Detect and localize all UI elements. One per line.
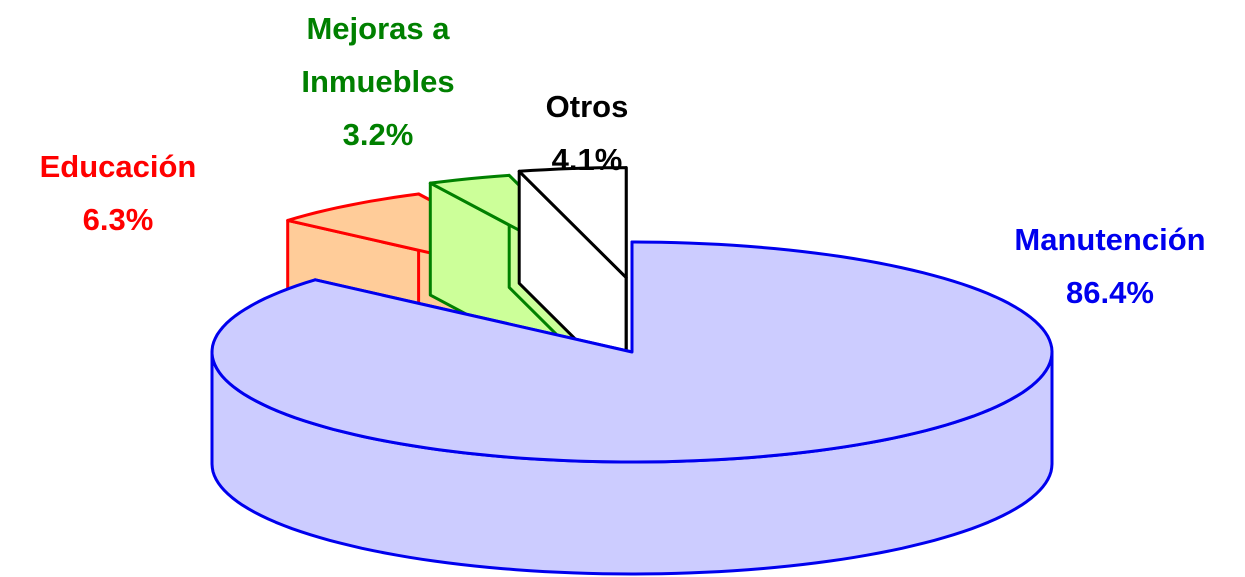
label-mejoras: Mejoras a Inmuebles 3.2% [263, 2, 493, 161]
value-label: 6.3% [82, 202, 154, 237]
slice-top [517, 166, 628, 280]
value-label: 3.2% [342, 117, 414, 152]
label-otros: Otros 4.1% [507, 80, 667, 186]
slice-top [210, 240, 1054, 464]
category-label: Otros [545, 89, 629, 124]
category-label: Educación [39, 149, 197, 184]
value-label: 4.1% [551, 142, 623, 177]
category-label: Mejoras a Inmuebles [301, 11, 455, 99]
label-manutencion: Manutención 86.4% [960, 213, 1245, 319]
value-label: 86.4% [1066, 275, 1154, 310]
label-educacion: Educación 6.3% [0, 140, 238, 246]
category-label: Manutención [1014, 222, 1206, 257]
